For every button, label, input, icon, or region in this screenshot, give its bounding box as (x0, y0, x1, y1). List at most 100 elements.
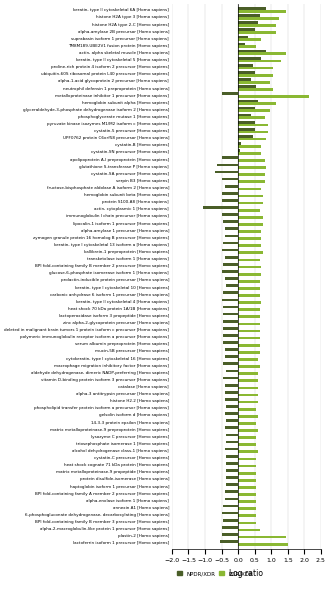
Bar (223, 320, 238, 323)
Bar (238, 266, 261, 268)
Bar (238, 358, 258, 361)
Bar (238, 102, 276, 105)
Bar (238, 244, 261, 247)
Bar (225, 448, 238, 451)
Bar (238, 166, 266, 169)
Bar (238, 323, 260, 325)
Bar (226, 469, 238, 472)
Bar (238, 237, 261, 240)
Bar (238, 64, 253, 67)
Bar (238, 351, 260, 353)
Bar (238, 529, 260, 532)
Bar (238, 159, 265, 162)
Bar (238, 109, 270, 112)
Bar (238, 78, 251, 81)
Bar (238, 114, 251, 116)
Bar (226, 284, 238, 287)
Bar (238, 135, 253, 138)
Legend: NPDR/XDR, PDR/XDR: NPDR/XDR, PDR/XDR (175, 569, 256, 578)
Bar (225, 185, 238, 188)
Bar (223, 519, 238, 521)
Bar (223, 242, 238, 244)
Bar (238, 543, 288, 545)
Bar (238, 294, 260, 297)
Bar (226, 440, 238, 443)
Bar (226, 455, 238, 458)
Bar (238, 379, 258, 382)
Bar (238, 81, 270, 83)
Bar (238, 251, 263, 254)
Bar (225, 277, 238, 280)
Bar (238, 301, 261, 304)
Bar (238, 493, 256, 496)
Bar (238, 436, 256, 439)
Bar (238, 230, 261, 233)
Bar (238, 173, 265, 176)
Bar (238, 181, 265, 183)
Bar (238, 486, 256, 489)
Bar (238, 50, 266, 52)
Bar (238, 7, 266, 10)
Bar (238, 386, 258, 389)
Bar (223, 292, 238, 294)
Bar (225, 384, 238, 386)
Bar (225, 348, 238, 351)
Bar (223, 341, 238, 344)
Bar (238, 443, 256, 446)
Bar (226, 434, 238, 436)
Bar (238, 43, 245, 46)
Bar (238, 35, 248, 38)
Bar (223, 377, 238, 379)
Bar (238, 514, 256, 517)
Bar (238, 52, 286, 55)
Bar (223, 313, 238, 316)
Bar (238, 22, 258, 24)
Bar (238, 500, 256, 503)
Bar (238, 287, 260, 290)
Bar (223, 305, 238, 308)
Bar (221, 512, 238, 514)
Bar (238, 59, 281, 62)
Bar (238, 273, 261, 275)
Bar (238, 138, 266, 140)
Bar (238, 422, 256, 425)
Bar (238, 216, 263, 218)
Bar (238, 128, 255, 131)
Bar (238, 536, 286, 538)
Bar (221, 299, 238, 301)
Bar (238, 24, 276, 27)
Bar (226, 476, 238, 479)
Bar (238, 57, 261, 59)
Bar (238, 188, 261, 190)
Bar (238, 472, 256, 475)
Bar (238, 149, 240, 152)
Bar (238, 308, 260, 311)
Bar (238, 10, 286, 13)
Bar (238, 194, 263, 197)
Bar (226, 370, 238, 373)
Bar (238, 373, 258, 375)
Bar (238, 451, 258, 453)
Bar (221, 157, 238, 159)
Bar (238, 152, 261, 155)
Bar (226, 484, 238, 486)
Bar (238, 142, 241, 145)
Bar (226, 405, 238, 408)
Bar (238, 107, 255, 109)
Bar (238, 365, 260, 368)
Bar (238, 337, 260, 340)
Bar (238, 316, 260, 318)
Bar (225, 256, 238, 259)
Bar (238, 394, 258, 397)
Bar (238, 329, 260, 332)
Bar (238, 121, 255, 124)
Bar (225, 497, 238, 500)
Bar (203, 206, 238, 209)
Bar (226, 419, 238, 422)
Bar (238, 429, 258, 432)
Bar (238, 401, 258, 403)
Bar (238, 458, 256, 460)
Bar (225, 427, 238, 429)
Bar (238, 95, 309, 98)
Bar (238, 408, 256, 410)
